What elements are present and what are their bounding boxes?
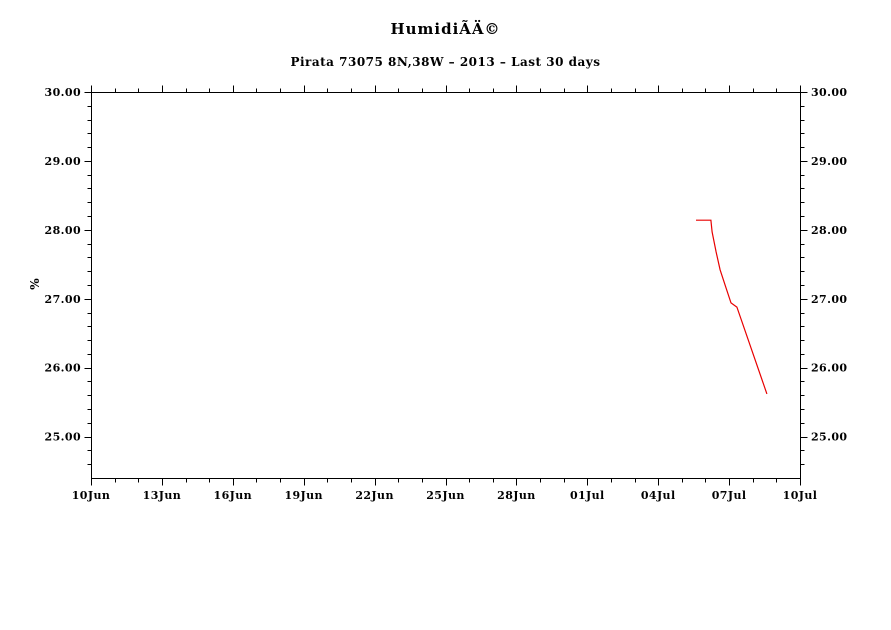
y-tick-label-left: 26.00 [45,362,81,375]
y-tick-label-right: 26.00 [811,362,847,375]
x-tick-label: 07Jul [712,489,747,502]
chart-title: HumidiÃÄ© [390,20,501,38]
x-tick-label: 25Jun [426,489,465,502]
y-tick-label-left: 29.00 [45,155,81,168]
y-tick-label-left: 25.00 [45,431,81,444]
x-tick-label: 10Jun [72,489,111,502]
y-tick-label-right: 28.00 [811,224,847,237]
y-tick-label-right: 30.00 [811,86,847,99]
x-tick-label: 01Jul [570,489,605,502]
x-tick-label: 16Jun [214,489,253,502]
x-tick-label: 04Jul [641,489,676,502]
x-tick-label: 28Jun [497,489,536,502]
x-tick-label: 19Jun [284,489,323,502]
y-tick-label-right: 29.00 [811,155,847,168]
x-tick-label: 22Jun [355,489,394,502]
y-tick-label-right: 27.00 [811,293,847,306]
x-tick-label: 13Jun [143,489,182,502]
x-tick-label: 10Jul [783,489,818,502]
y-tick-label-left: 27.00 [45,293,81,306]
chart-subtitle: Pirata 73075 8N,38W – 2013 – Last 30 day… [290,55,601,69]
y-tick-label-right: 25.00 [811,431,847,444]
y-axis-title: % [28,278,42,290]
y-tick-label-left: 30.00 [45,86,81,99]
series-line-relative-humidity [696,219,768,395]
plot-box [91,92,801,479]
y-tick-label-left: 28.00 [45,224,81,237]
